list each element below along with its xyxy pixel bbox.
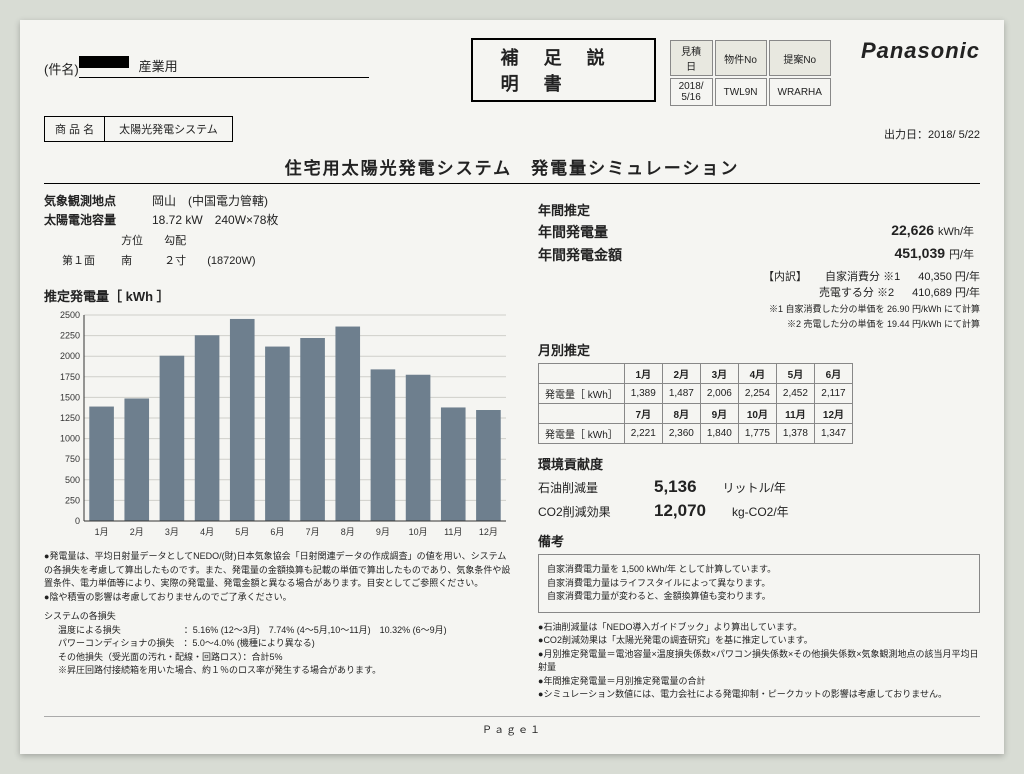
- obs-val: 岡山 (中国電力管轄): [152, 192, 268, 209]
- svg-text:12月: 12月: [479, 527, 498, 537]
- topbar: (件名) 産業用 補 足 説 明 書 見積日 物件No 提案No 2018/ 5…: [44, 38, 980, 108]
- svg-text:1500: 1500: [60, 392, 80, 402]
- svg-text:1000: 1000: [60, 434, 80, 444]
- svg-text:5月: 5月: [235, 527, 249, 537]
- bar-chart: 0 250 500 750 1000 1250 1500 1750 2000 2250 2500 1月…: [44, 309, 514, 539]
- page: (件名) 産業用 補 足 説 明 書 見積日 物件No 提案No 2018/ 5…: [20, 20, 1004, 754]
- product-name: 太陽光発電システム: [105, 116, 233, 142]
- svg-text:500: 500: [65, 475, 80, 485]
- svg-text:2500: 2500: [60, 310, 80, 320]
- env-h: 環境貢献度: [538, 454, 980, 473]
- svg-text:6月: 6月: [270, 527, 284, 537]
- svg-text:250: 250: [65, 495, 80, 505]
- main-title: 住宅用太陽光発電システム 発電量シミュレーション: [44, 154, 980, 184]
- svg-text:2月: 2月: [130, 527, 144, 537]
- remarks-box: 自家消費電力量を 1,500 kWh/年 として計算しています。 自家消費電力量…: [538, 554, 980, 613]
- remarks-h: 備考: [538, 531, 980, 550]
- svg-text:9月: 9月: [376, 527, 390, 537]
- cap-val: 18.72 kW 240W×78枚: [152, 211, 278, 228]
- left-notes: 発電量は、平均日射量データとしてNEDO/(財)日本気象協会「日射関連データの作…: [44, 550, 514, 678]
- product-row: 商 品 名 太陽光発電システム: [44, 116, 233, 142]
- info-col: 提案No: [769, 40, 831, 76]
- brand-logo: Panasonic: [861, 38, 980, 64]
- right-column: 年間推定 年間発電量 22,626 kWh/年 年間発電金額 451,039 円…: [538, 190, 980, 702]
- svg-text:10月: 10月: [409, 527, 428, 537]
- svg-text:1250: 1250: [60, 413, 80, 423]
- orientation-row: 方位 勾配: [62, 232, 514, 248]
- cap-label: 太陽電池容量: [44, 211, 134, 228]
- obs-label: 気象観測地点: [44, 192, 134, 209]
- info-col: 物件No: [715, 40, 767, 76]
- svg-text:750: 750: [65, 454, 80, 464]
- info-val: WRARHA: [769, 78, 831, 106]
- info-col: 見積日: [670, 40, 713, 76]
- info-val: TWL9N: [715, 78, 767, 106]
- svg-text:11月: 11月: [444, 527, 462, 537]
- svg-text:3月: 3月: [165, 527, 179, 537]
- chart-title: 推定発電量［ kWh ］: [44, 286, 514, 305]
- svg-text:2000: 2000: [60, 351, 80, 361]
- svg-text:1750: 1750: [60, 372, 80, 382]
- svg-text:7月: 7月: [306, 527, 320, 537]
- monthly-h: 月別推定: [538, 340, 980, 359]
- svg-text:4月: 4月: [200, 527, 214, 537]
- redacted-text: [79, 56, 129, 68]
- kenmei-suffix: 産業用: [139, 56, 178, 75]
- left-column: 気象観測地点 岡山 (中国電力管轄) 太陽電池容量 18.72 kW 240W×…: [44, 190, 514, 702]
- annual-h: 年間推定: [538, 200, 980, 219]
- supplement-title: 補 足 説 明 書: [471, 38, 656, 102]
- info-val: 2018/ 5/16: [670, 78, 713, 106]
- svg-text:0: 0: [75, 516, 80, 526]
- kenmei-label: (件名): [44, 59, 79, 78]
- info-table: 見積日 物件No 提案No 2018/ 5/16 TWL9N WRARHA: [668, 38, 833, 108]
- svg-text:2250: 2250: [60, 331, 80, 341]
- svg-text:8月: 8月: [341, 527, 355, 537]
- monthly-table: 1月2月3月4月5月6月発電量［ kWh］1,3891,4872,0062,25…: [538, 363, 853, 444]
- output-date: 出力日：2018/ 5/22: [884, 126, 980, 142]
- svg-text:1月: 1月: [95, 527, 109, 537]
- product-label: 商 品 名: [44, 116, 105, 142]
- page-footer: Ｐａｇｅ１: [44, 716, 980, 736]
